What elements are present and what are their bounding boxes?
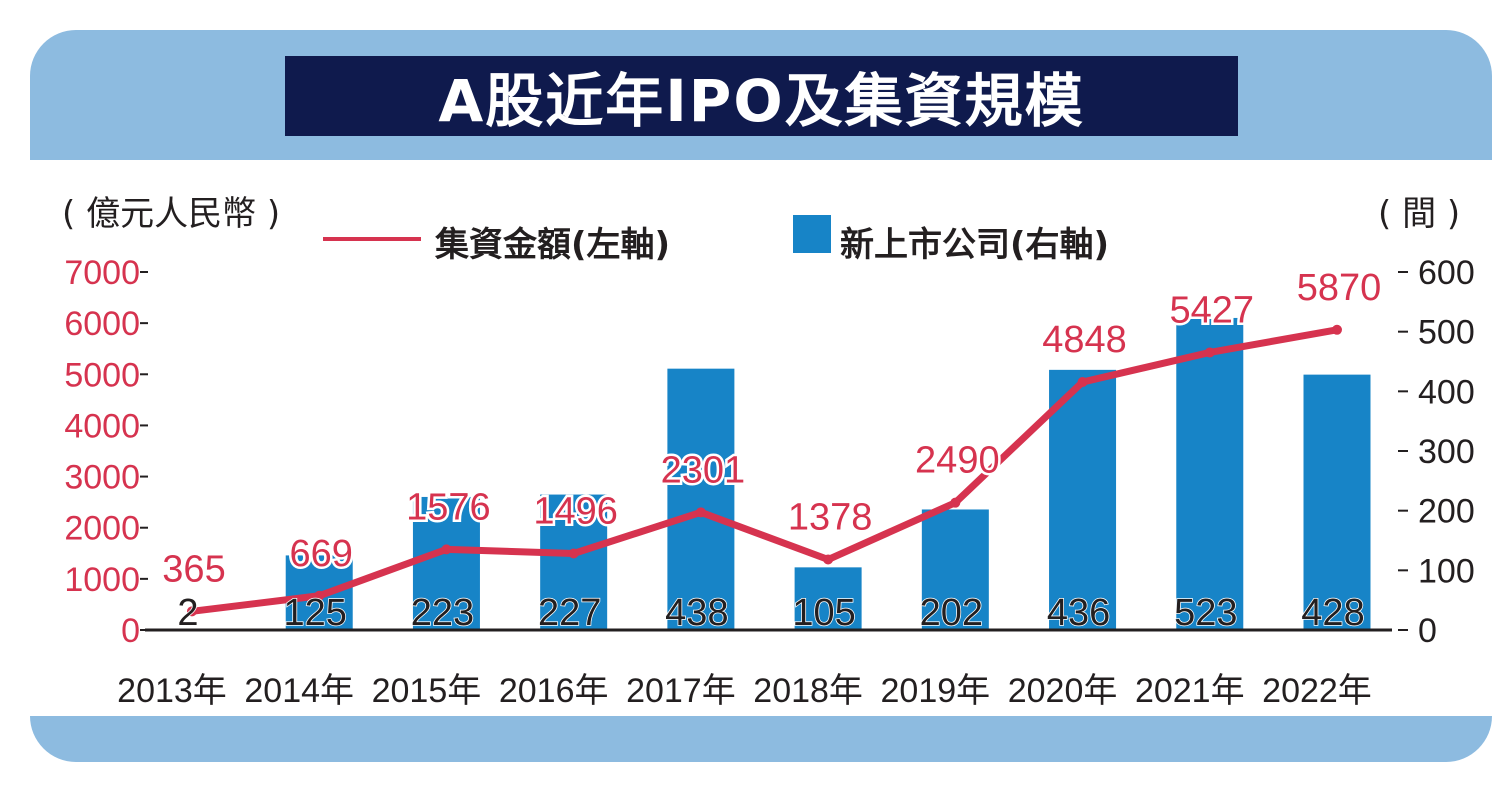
- bar-3: [412, 496, 480, 630]
- bar-6: [794, 567, 862, 630]
- category-label: 2014年: [244, 672, 354, 710]
- line-point-7: [950, 497, 961, 508]
- bar-value-label: 523: [1174, 592, 1237, 634]
- chart-panel: [30, 160, 1492, 716]
- left-tick-label: 2000: [64, 510, 140, 548]
- line-value-label: 669: [290, 533, 353, 575]
- left-tick-label: 4000: [64, 407, 140, 445]
- bar-4: [540, 494, 608, 630]
- line-value-label: 2490: [915, 440, 1000, 482]
- legend-bar-label: 新上市公司(右軸): [840, 225, 1110, 265]
- right-tick-label: 400: [1418, 373, 1475, 411]
- title-banner: A股近年IPO及集資規模: [285, 56, 1238, 136]
- line-point-1: [187, 606, 197, 617]
- line-point-9: [1204, 347, 1215, 358]
- left-tick-label: 7000: [64, 254, 140, 292]
- left-tick-label: 1000: [64, 561, 140, 599]
- category-label: 2016年: [499, 672, 609, 710]
- right-tick-label: 600: [1418, 254, 1475, 292]
- left-tick-label: 0: [121, 612, 140, 650]
- right-axis-unit: ( 間 ): [1378, 194, 1461, 234]
- left-tick-label: 3000: [64, 459, 140, 497]
- left-axis-unit: ( 億元人民幣 ): [62, 194, 281, 234]
- line-value-label: 1496: [533, 490, 618, 532]
- bar-value-label: 436: [1047, 592, 1110, 634]
- bar-value-label: 2: [177, 592, 198, 634]
- chart-title: A股近年IPO及集資規模: [438, 67, 1085, 135]
- line-value-label: 1576: [406, 486, 491, 528]
- right-tick-label: 0: [1418, 612, 1437, 650]
- line-point-10: [1332, 324, 1342, 335]
- category-label: 2020年: [1008, 672, 1118, 710]
- line-point-4: [568, 548, 579, 559]
- line-value-label: 5870: [1297, 267, 1382, 309]
- bar-7: [921, 509, 989, 630]
- bar-8: [1049, 369, 1117, 630]
- right-tick-label: 500: [1418, 314, 1475, 352]
- line-value-label: 2301: [661, 449, 746, 491]
- line-value-label: 4848: [1042, 319, 1127, 361]
- category-label: 2019年: [881, 672, 991, 710]
- line-point-8: [1077, 377, 1088, 388]
- line-point-3: [441, 544, 452, 555]
- bar-value-label: 438: [665, 592, 728, 634]
- category-label: 2017年: [626, 672, 736, 710]
- line-series: [188, 326, 1341, 615]
- left-tick-label: 5000: [64, 356, 140, 394]
- line-value-label: 1378: [788, 497, 873, 539]
- line-point-6: [823, 554, 834, 565]
- category-label: 2021年: [1135, 672, 1245, 710]
- bar-10: [1303, 374, 1371, 630]
- category-label: 2015年: [372, 672, 482, 710]
- line-point-2: [314, 590, 325, 601]
- right-tick-label: 200: [1418, 493, 1475, 531]
- legend-line-label: 集資金額(左軸): [435, 225, 671, 265]
- bar-value-label: 428: [1301, 592, 1364, 634]
- bar-value-label: 125: [284, 592, 347, 634]
- bar-value-label: 202: [920, 592, 983, 634]
- bar-5: [667, 368, 735, 630]
- line-point-5: [695, 507, 706, 518]
- right-tick-label: 300: [1418, 433, 1475, 471]
- line-value-label: 365: [162, 548, 225, 590]
- category-label: 2013年: [117, 672, 227, 710]
- legend-line-swatch: [323, 237, 421, 241]
- legend-bar-swatch: [793, 215, 831, 253]
- bar-9: [1176, 317, 1244, 630]
- line-value-label: 5427: [1170, 289, 1255, 331]
- bar-value-label: 105: [792, 592, 855, 634]
- bar-value-label: 227: [538, 592, 601, 634]
- right-tick-label: 100: [1418, 552, 1475, 590]
- category-label: 2018年: [753, 672, 863, 710]
- bar-value-label: 223: [411, 592, 474, 634]
- category-label: 2022年: [1262, 672, 1372, 710]
- left-tick-label: 6000: [64, 305, 140, 343]
